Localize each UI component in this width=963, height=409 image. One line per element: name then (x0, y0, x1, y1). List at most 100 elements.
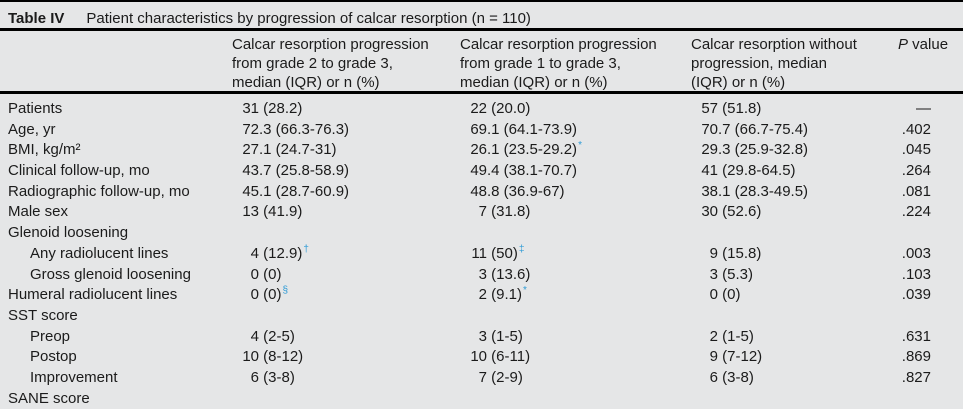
value-number: 2 (478, 286, 487, 304)
p-value-rest: value (908, 36, 949, 53)
value-cell: 29.3 (25.9-32.8) (688, 140, 893, 161)
value-rest: (2-5) (259, 327, 295, 345)
value-number: 26 (470, 141, 487, 159)
value-number: 48 (470, 182, 487, 200)
value-cell: 72.3 (66.3-76.3) (229, 120, 457, 141)
footnote-marker: * (523, 285, 527, 297)
column-header-grade2-to-3: Calcar resorption progression from grade… (229, 35, 457, 92)
value-rest: (50) (487, 244, 518, 262)
value-rest: .1 (64.1-73.9) (487, 120, 578, 138)
value-cell: 30 (52.6) (688, 202, 893, 223)
table-section-row: SANE score (0, 389, 963, 409)
p-value-cell: .827 (901, 368, 931, 386)
value-rest: .8 (36.9-67) (487, 182, 565, 200)
p-value-cell: .869 (901, 348, 931, 366)
value-cell: 45.1 (28.7-60.9) (229, 182, 457, 203)
value-rest: (7-12) (718, 348, 763, 366)
value-cell: 48.8 (36.9-67) (457, 182, 688, 203)
value-rest: (41.9) (259, 203, 303, 221)
row-label: Preop (30, 327, 71, 345)
p-value-cell: .402 (901, 120, 931, 138)
value-cell: 13 (41.9) (229, 202, 457, 223)
value-number: 38 (701, 182, 718, 200)
value-cell: 27.1 (24.7-31) (229, 140, 457, 161)
value-number: 27 (242, 141, 259, 159)
p-value-cell: .081 (901, 182, 931, 200)
value-rest: (0) (259, 265, 282, 283)
value-cell: 9 (7-12) (688, 347, 893, 368)
value-rest: (28.2) (259, 100, 303, 117)
header-line: from grade 1 to grade 3, (460, 55, 621, 72)
value-rest: .1 (23.5-29.2) (487, 141, 578, 159)
column-header-without-progression: Calcar resorption without progression, m… (688, 35, 893, 92)
p-value-cell: .003 (901, 244, 931, 262)
value-rest: .1 (28.3-49.5) (718, 182, 809, 200)
value-rest: (6-11) (487, 348, 531, 366)
value-number: 0 (250, 265, 259, 283)
value-cell (688, 223, 893, 244)
value-rest: .1 (24.7-31) (259, 141, 337, 159)
value-cell: 43.7 (25.8-58.9) (229, 161, 457, 182)
row-label: SST score (8, 306, 78, 324)
p-value-cell: .224 (901, 203, 931, 221)
value-rest: .1 (28.7-60.9) (259, 182, 350, 200)
value-number: 70 (701, 120, 718, 138)
table-row: Age, yr 72.3 (66.3-76.3) 69.1 (64.1-73.9) 7… (0, 120, 963, 141)
value-cell: 10 (8-12) (229, 347, 457, 368)
value-number: 41 (701, 162, 718, 180)
value-cell (457, 389, 688, 409)
p-value-cell: — (916, 100, 931, 117)
value-rest: (2-9) (487, 368, 523, 386)
value-cell: 3 (5.3) (688, 265, 893, 286)
header-line: median (IQR) or n (%) (460, 74, 608, 91)
table-number: Table IV (8, 10, 65, 27)
value-cell (229, 389, 457, 409)
row-label: Clinical follow-up, mo (8, 162, 150, 180)
value-number: 57 (701, 100, 718, 117)
p-value-italic-p: P (898, 36, 909, 53)
value-cell: 4 (2-5) (229, 327, 457, 348)
value-number: 49 (470, 162, 487, 180)
row-label: Gross glenoid loosening (30, 265, 191, 283)
value-cell: 0 (0)§ (229, 285, 457, 306)
header-line: Calcar resorption progression (460, 36, 657, 53)
value-rest: .7 (25.8-58.9) (259, 162, 350, 180)
value-cell: 7 (2-9) (457, 368, 688, 389)
value-number: 45 (242, 182, 259, 200)
row-label: Patients (8, 100, 63, 117)
footnote-marker: * (578, 140, 582, 152)
value-cell (457, 306, 688, 327)
value-number: 29 (701, 141, 718, 159)
value-number: 0 (250, 286, 259, 304)
value-cell: 10 (6-11) (457, 347, 688, 368)
value-rest: (5.3) (718, 265, 754, 283)
table-header-row: Calcar resorption progression from grade… (0, 31, 963, 94)
table-row: Radiographic follow-up, mo 45.1 (28.7-60.… (0, 182, 963, 203)
value-number: 11 (471, 244, 487, 262)
table-row: Clinical follow-up, mo 43.7 (25.8-58.9) 49… (0, 161, 963, 182)
value-number: 22 (470, 100, 487, 117)
value-number: 2 (709, 327, 718, 345)
row-label: SANE score (8, 389, 90, 407)
value-cell (688, 306, 893, 327)
value-cell: 31 (28.2) (229, 99, 457, 120)
value-number: 3 (478, 265, 487, 283)
value-cell: 0 (0) (229, 265, 457, 286)
column-header-p-value: P value (893, 35, 963, 92)
value-rest: .3 (66.3-76.3) (259, 120, 350, 138)
header-line: Calcar resorption progression (232, 36, 429, 53)
value-cell: 26.1 (23.5-29.2)* (457, 140, 688, 161)
value-rest: (1-5) (718, 327, 754, 345)
p-value-cell: .045 (901, 141, 931, 159)
table-row: Any radiolucent lines 4 (12.9)† 11 (50)‡ 9 … (0, 244, 963, 265)
value-cell (229, 306, 457, 327)
table-body: Patients 31 (28.2) 22 (20.0) 57 (51.8) — Age,… (0, 94, 963, 409)
value-number: 9 (709, 348, 718, 366)
row-label: Improvement (30, 368, 118, 386)
p-value-cell (893, 389, 963, 409)
value-number: 7 (478, 368, 487, 386)
footnote-marker: ‡ (518, 243, 525, 255)
p-value-cell: .264 (901, 162, 931, 180)
value-number: 4 (250, 244, 259, 262)
